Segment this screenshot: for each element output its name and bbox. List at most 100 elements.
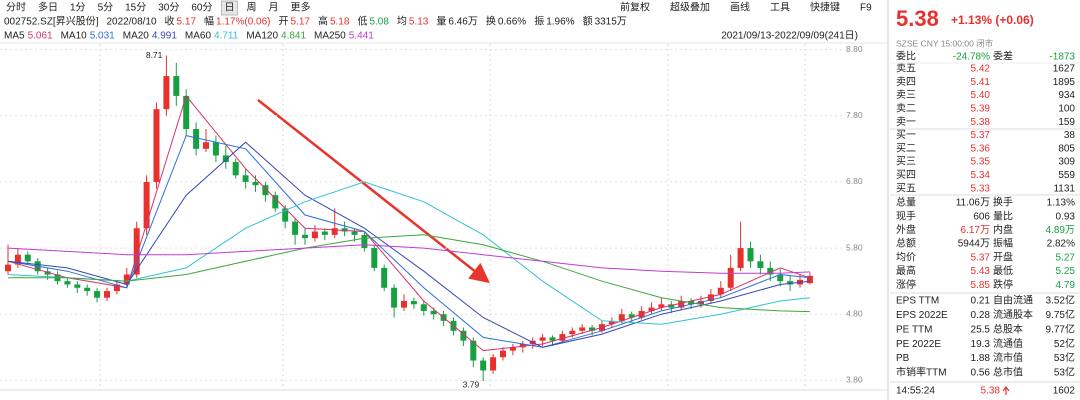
period-tab[interactable]: 多日 [38, 1, 58, 14]
field-label: 涨停 [896, 278, 916, 291]
candle-body [500, 350, 506, 358]
field-label: PE TTM [896, 324, 932, 335]
field-label: 流通值 [993, 337, 1023, 350]
candle-body [143, 181, 150, 229]
field-value: 606 [973, 211, 990, 222]
field-label: 换手 [993, 196, 1013, 209]
field-value: 53亿 [1054, 366, 1075, 379]
candle-body [509, 347, 516, 351]
candle-body [351, 231, 358, 235]
field-label: 量比 [993, 210, 1013, 222]
candle-body [737, 248, 744, 268]
period-tab[interactable]: 30分 [158, 2, 179, 14]
candle-body [262, 185, 269, 196]
candle-body [113, 284, 120, 292]
candle-body [777, 274, 784, 282]
field-label: EPS TTM [896, 296, 939, 307]
stock-code: 002752.SZ[昇兴股份] [4, 16, 99, 28]
candle-body [183, 95, 190, 129]
period-tab[interactable]: 60分 [191, 2, 212, 14]
candle-body [222, 155, 229, 163]
book-price: 5.37 [971, 130, 991, 141]
period-tab[interactable]: 周 [247, 2, 257, 14]
candle-body [74, 284, 81, 288]
tool-button[interactable]: 快捷键 [810, 1, 840, 14]
book-volume: 100 [1058, 104, 1075, 115]
candle-body [371, 248, 378, 268]
field-label: 最高 [896, 264, 916, 277]
book-volume: 934 [1058, 90, 1075, 101]
field-value: 25.5 [971, 324, 991, 335]
candle-body [64, 281, 71, 285]
candle-body [410, 301, 417, 305]
legend-name: MA5 [4, 31, 25, 42]
book-label: 买五 [896, 182, 916, 194]
field-value: 5.43 [971, 266, 991, 277]
candle-body [401, 301, 407, 308]
info-label: 开 [279, 17, 289, 28]
field-label: 现手 [896, 209, 916, 222]
legend-name: MA10 [61, 31, 88, 42]
tick-volume: 1602 [1053, 386, 1076, 397]
candle-body [579, 327, 586, 331]
legend-value: 5.441 [349, 31, 374, 42]
field-value: 0.56 [971, 368, 991, 379]
info-label: 额 [583, 15, 593, 28]
candle-body [480, 360, 487, 371]
candle-body [252, 181, 259, 186]
tick-price: 5.38 [981, 386, 1001, 397]
chart: 8.80 7.80 6.80 5.80 4.80 3.80 8.71 3.79 [0, 44, 863, 389]
candle-body [331, 228, 338, 235]
period-tab[interactable]: 5分 [98, 2, 114, 14]
tool-button[interactable]: 超级叠加 [670, 1, 710, 14]
price-annotation: 8.71 [146, 50, 163, 60]
candle-body [658, 304, 665, 308]
period-tab[interactable]: 分时 [6, 2, 26, 14]
candle-body [242, 175, 249, 182]
tool-button[interactable]: 画线 [730, 1, 750, 14]
period-tab[interactable]: 日 [225, 3, 235, 14]
ma-line [7, 244, 810, 274]
period-tab[interactable]: 15分 [125, 2, 146, 14]
book-volume: 1131 [1053, 183, 1075, 194]
period-tab[interactable]: 月 [269, 2, 279, 14]
candle-body [549, 337, 556, 341]
book-label: 卖二 [896, 103, 916, 115]
field-label: 市销率TTM [896, 366, 947, 379]
candle-body [589, 327, 596, 331]
candle-body [391, 287, 398, 308]
field-value: 0.93 [1056, 211, 1076, 222]
field-label: PE 2022E [896, 339, 941, 350]
tool-button[interactable]: 工具 [770, 2, 790, 14]
field-label: EPS 2022E [896, 310, 948, 321]
ma-line [7, 135, 810, 348]
field-label: 外盘 [896, 223, 916, 236]
book-label: 买三 [896, 156, 916, 168]
book-price: 5.40 [971, 90, 991, 101]
candle-body [381, 267, 388, 288]
book-label: 卖四 [896, 76, 916, 88]
y-tick-label: 5.80 [846, 242, 863, 252]
candle-body [430, 310, 437, 315]
period-tab[interactable]: 1分 [70, 2, 86, 14]
candle-body [361, 234, 368, 249]
info-value: 5.08 [369, 17, 389, 28]
field-label: 委比 [896, 50, 916, 63]
candle-body [628, 314, 635, 318]
candle-body [608, 320, 615, 325]
field-value: 5944万 [958, 239, 990, 250]
info-date: 2022/08/10 [106, 17, 156, 28]
info-value: 5.18 [330, 17, 350, 28]
tool-button[interactable]: F9 [860, 3, 872, 14]
info-label: 均 [397, 16, 407, 28]
candle-body [618, 314, 625, 321]
candle-body [787, 281, 794, 285]
field-value: 4.89万 [1046, 225, 1075, 236]
book-price: 5.42 [971, 64, 991, 75]
field-value: 2.82% [1047, 239, 1075, 250]
tool-button[interactable]: 前复权 [620, 1, 650, 14]
y-tick-label: 6.80 [846, 176, 863, 186]
period-tab[interactable]: 更多 [291, 1, 311, 14]
candle-body [5, 264, 11, 272]
